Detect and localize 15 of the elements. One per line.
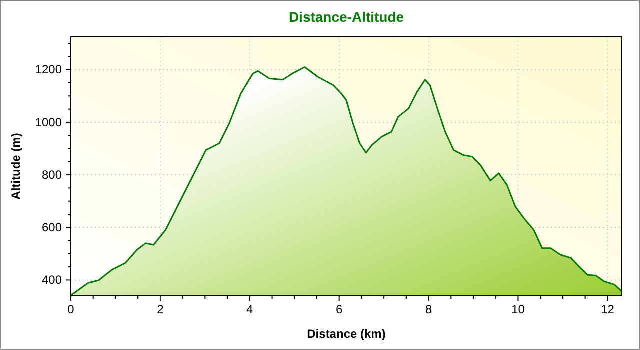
- y-tick-label: 1000: [35, 115, 62, 130]
- y-tick-label: 800: [42, 168, 62, 182]
- x-tick-label: 8: [425, 302, 432, 317]
- y-tick-label: 1200: [35, 62, 62, 77]
- y-tick-label: 400: [42, 273, 62, 288]
- x-tick-label: 6: [336, 302, 343, 317]
- x-tick-label: 10: [512, 302, 526, 317]
- chart-title: Distance-Altitude: [288, 9, 404, 25]
- x-tick-label: 12: [601, 302, 615, 317]
- x-tick-label: 0: [68, 302, 75, 317]
- y-axis-title: Altitude (m): [9, 133, 23, 200]
- x-axis-title: Distance (km): [307, 327, 386, 341]
- x-tick-label: 2: [157, 302, 164, 317]
- x-tick-label: 4: [246, 302, 254, 317]
- y-tick-label: 600: [42, 220, 62, 234]
